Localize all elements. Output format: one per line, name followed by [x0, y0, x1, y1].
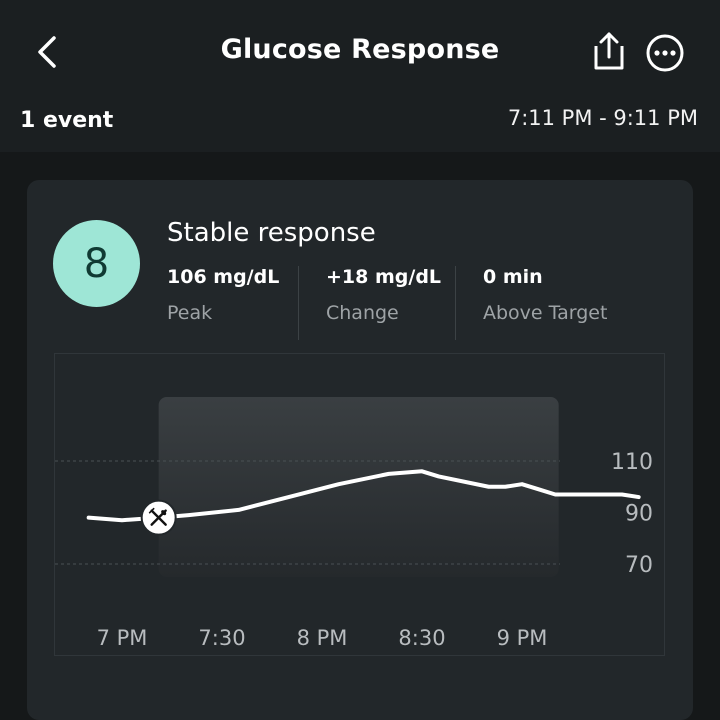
fork-knife-icon [148, 507, 167, 526]
page-title: Glucose Response [220, 34, 500, 65]
glucose-chart[interactable]: 110 90 70 7 PM 7:30 8 PM 8:30 9 PM [54, 353, 665, 656]
x-tick-label: 7 PM [97, 626, 148, 650]
change-value: +18 mg/dL [326, 266, 442, 288]
stat-divider [455, 266, 456, 340]
y-tick-label: 110 [611, 450, 653, 475]
event-window [158, 397, 559, 577]
change-stat: +18 mg/dL Change [326, 266, 441, 324]
above-target-value: 0 min [483, 266, 543, 288]
stat-divider [298, 266, 299, 340]
x-tick-label: 8 PM [297, 626, 348, 650]
above-target-stat: 0 min Above Target [483, 266, 607, 324]
y-tick-label: 90 [625, 502, 653, 527]
more-options-icon [646, 34, 684, 72]
share-button[interactable] [590, 30, 628, 72]
top-bar: Glucose Response 1 event 7:11 PM - 9:11 … [0, 0, 720, 152]
chevron-left-icon [38, 36, 56, 68]
time-range: 7:11 PM - 9:11 PM [507, 106, 698, 130]
back-button[interactable] [30, 34, 66, 70]
change-label: Change [326, 302, 399, 324]
glucose-line [86, 469, 641, 523]
peak-value: 106 mg/dL [167, 266, 280, 288]
above-target-label: Above Target [483, 302, 608, 324]
glucose-response-card[interactable]: 8 Stable response 106 mg/dL Peak +18 mg/… [27, 180, 693, 720]
x-tick-label: 7:30 [198, 626, 245, 650]
more-options-button[interactable] [645, 33, 685, 73]
peak-stat: 106 mg/dL Peak [167, 266, 279, 324]
glucose-chart-svg: 110 90 70 7 PM 7:30 8 PM 8:30 9 PM [55, 397, 653, 650]
score-badge: 8 [53, 220, 140, 307]
y-tick-label: 70 [625, 553, 653, 578]
peak-label: Peak [167, 302, 213, 324]
event-count: 1 event [20, 108, 114, 133]
share-icon [594, 32, 624, 70]
x-tick-label: 8:30 [398, 626, 445, 650]
response-label: Stable response [167, 218, 376, 248]
x-tick-label: 9 PM [497, 626, 548, 650]
